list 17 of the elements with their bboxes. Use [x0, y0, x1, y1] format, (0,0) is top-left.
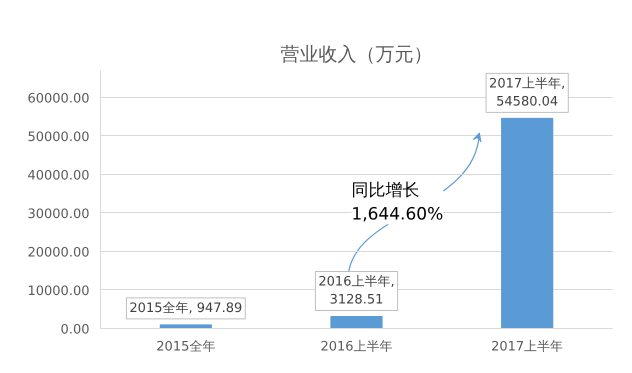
bar — [501, 118, 554, 328]
annotation: 同比增长 1,644.60% — [351, 180, 444, 224]
y-tick-label: 40000.00 — [27, 168, 90, 184]
data-label: 2015全年, 947.89 — [129, 300, 242, 316]
y-tick-label: 0.00 — [60, 322, 90, 338]
y-tick-label: 10000.00 — [27, 284, 90, 299]
y-tick-label: 50000.00 — [27, 130, 90, 145]
y-tick-label: 20000.00 — [27, 245, 90, 260]
y-tick-label: 30000.00 — [27, 206, 90, 222]
x-tick-label: 2017上半年 — [491, 340, 564, 354]
chart-title: 营业收入（万元） — [280, 44, 432, 66]
data-label: 2016上半年, 3128.51 — [318, 274, 395, 308]
x-tick-label: 2016上半年 — [320, 340, 393, 354]
data-label: 2017上半年, 54580.04 — [489, 76, 566, 110]
y-tick-label: 60000.00 — [27, 91, 90, 106]
bar — [330, 316, 383, 328]
x-tick-label: 2015全年 — [156, 340, 216, 354]
